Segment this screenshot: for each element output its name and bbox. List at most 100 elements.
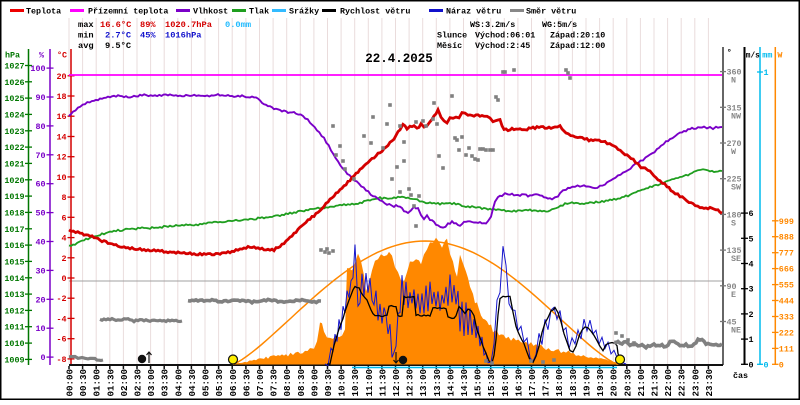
svg-text:W: W [777, 51, 783, 61]
svg-text:00:30: 00:30 [78, 369, 89, 397]
svg-text:23:30: 23:30 [704, 369, 715, 397]
svg-text:06:00: 06:00 [228, 369, 239, 397]
svg-text:6: 6 [749, 209, 754, 219]
svg-text:1021: 1021 [4, 159, 24, 169]
svg-text:NW: NW [731, 111, 742, 121]
svg-text:W: W [731, 147, 737, 157]
svg-text:90: 90 [727, 282, 737, 292]
svg-text:1012: 1012 [4, 306, 24, 316]
svg-text:45%: 45% [140, 31, 156, 41]
svg-text:SW: SW [731, 183, 742, 193]
svg-text:0: 0 [779, 360, 784, 370]
svg-text:Směr větru: Směr větru [526, 7, 576, 17]
svg-text:1025: 1025 [4, 94, 24, 104]
svg-text:12:00: 12:00 [391, 369, 402, 397]
svg-text:S: S [731, 218, 736, 228]
svg-text:360: 360 [727, 68, 742, 78]
svg-text:max: max [78, 20, 94, 30]
svg-text:15:30: 15:30 [486, 369, 497, 397]
svg-text:222: 222 [779, 328, 794, 338]
svg-text:Teplota: Teplota [26, 7, 61, 17]
svg-text:1020: 1020 [4, 176, 24, 186]
svg-text:13:00: 13:00 [418, 369, 429, 397]
svg-text:01:30: 01:30 [105, 369, 116, 397]
svg-text:WS:3.2m/s: WS:3.2m/s [470, 20, 515, 30]
svg-text:8: 8 [61, 193, 66, 203]
svg-text:18: 18 [56, 92, 66, 102]
svg-text:15:00: 15:00 [473, 369, 484, 397]
svg-text:mm: mm [762, 51, 772, 61]
svg-text:1027: 1027 [4, 62, 24, 72]
svg-text:Náraz větru: Náraz větru [446, 7, 501, 17]
svg-text:22:00: 22:00 [663, 369, 674, 397]
svg-text:1009: 1009 [4, 355, 24, 365]
svg-text:Východ:2:45: Východ:2:45 [475, 41, 530, 51]
svg-text:čas: čas [733, 371, 748, 381]
svg-text:1023: 1023 [4, 127, 24, 137]
svg-text:17:30: 17:30 [541, 369, 552, 397]
svg-text:111: 111 [779, 344, 794, 354]
svg-text:12:30: 12:30 [405, 369, 416, 397]
svg-text:m/s: m/s [746, 53, 760, 61]
svg-text:1019: 1019 [4, 192, 24, 202]
svg-text:E: E [731, 290, 736, 300]
svg-text:2.7°C: 2.7°C [105, 31, 131, 41]
svg-text:03:30: 03:30 [160, 369, 171, 397]
svg-text:10: 10 [35, 324, 45, 334]
svg-text:1018: 1018 [4, 208, 24, 218]
svg-text:16: 16 [56, 112, 66, 122]
svg-text:16.6°C: 16.6°C [100, 20, 131, 30]
svg-text:SE: SE [731, 254, 741, 264]
svg-text:9.5°C: 9.5°C [105, 41, 131, 51]
svg-text:20: 20 [56, 72, 66, 82]
svg-text:1020.7hPa: 1020.7hPa [165, 20, 212, 30]
svg-text:20: 20 [35, 295, 45, 305]
svg-text:03:00: 03:00 [146, 369, 157, 397]
svg-text:888: 888 [779, 233, 794, 243]
svg-text:N: N [731, 76, 736, 86]
svg-text:1016: 1016 [4, 241, 24, 251]
svg-text:10: 10 [56, 173, 66, 183]
svg-text:Rychlost větru: Rychlost větru [340, 7, 410, 17]
svg-text:23:00: 23:00 [690, 369, 701, 397]
svg-text:89%: 89% [140, 20, 156, 30]
svg-text:270: 270 [727, 139, 742, 149]
svg-text:1026: 1026 [4, 78, 24, 88]
svg-text:°: ° [727, 48, 732, 58]
svg-text:0: 0 [764, 360, 769, 370]
svg-text:3: 3 [749, 285, 754, 295]
svg-text:6: 6 [61, 213, 66, 223]
svg-text:-2: -2 [56, 294, 66, 304]
svg-text:80: 80 [35, 122, 45, 132]
svg-text:NE: NE [731, 326, 741, 336]
svg-text:11:00: 11:00 [364, 369, 375, 397]
svg-text:225: 225 [727, 175, 742, 185]
svg-text:16:30: 16:30 [513, 369, 524, 397]
svg-text:1024: 1024 [4, 110, 24, 120]
svg-text:555: 555 [779, 281, 794, 291]
svg-text:1015: 1015 [4, 257, 24, 267]
svg-text:09:30: 09:30 [323, 369, 334, 397]
svg-text:4: 4 [749, 260, 754, 270]
svg-text:135: 135 [727, 246, 742, 256]
svg-text:02:30: 02:30 [133, 369, 144, 397]
svg-text:333: 333 [779, 313, 794, 323]
svg-text:70: 70 [35, 151, 45, 161]
svg-text:05:00: 05:00 [201, 369, 212, 397]
svg-text:1: 1 [749, 335, 754, 345]
svg-text:666: 666 [779, 265, 794, 275]
svg-text:40: 40 [35, 238, 45, 248]
svg-text:30: 30 [35, 266, 45, 276]
svg-text:1014: 1014 [4, 274, 24, 284]
svg-text:19:30: 19:30 [595, 369, 606, 397]
svg-text:4: 4 [61, 234, 66, 244]
svg-text:45: 45 [727, 318, 737, 328]
svg-text:06:30: 06:30 [241, 369, 252, 397]
svg-text:11:30: 11:30 [377, 369, 388, 397]
svg-text:21:00: 21:00 [636, 369, 647, 397]
svg-text:20:00: 20:00 [609, 369, 620, 397]
svg-text:1: 1 [764, 68, 769, 78]
svg-text:Tlak: Tlak [249, 7, 269, 17]
svg-text:°C: °C [57, 51, 67, 61]
svg-text:-4: -4 [56, 314, 66, 324]
